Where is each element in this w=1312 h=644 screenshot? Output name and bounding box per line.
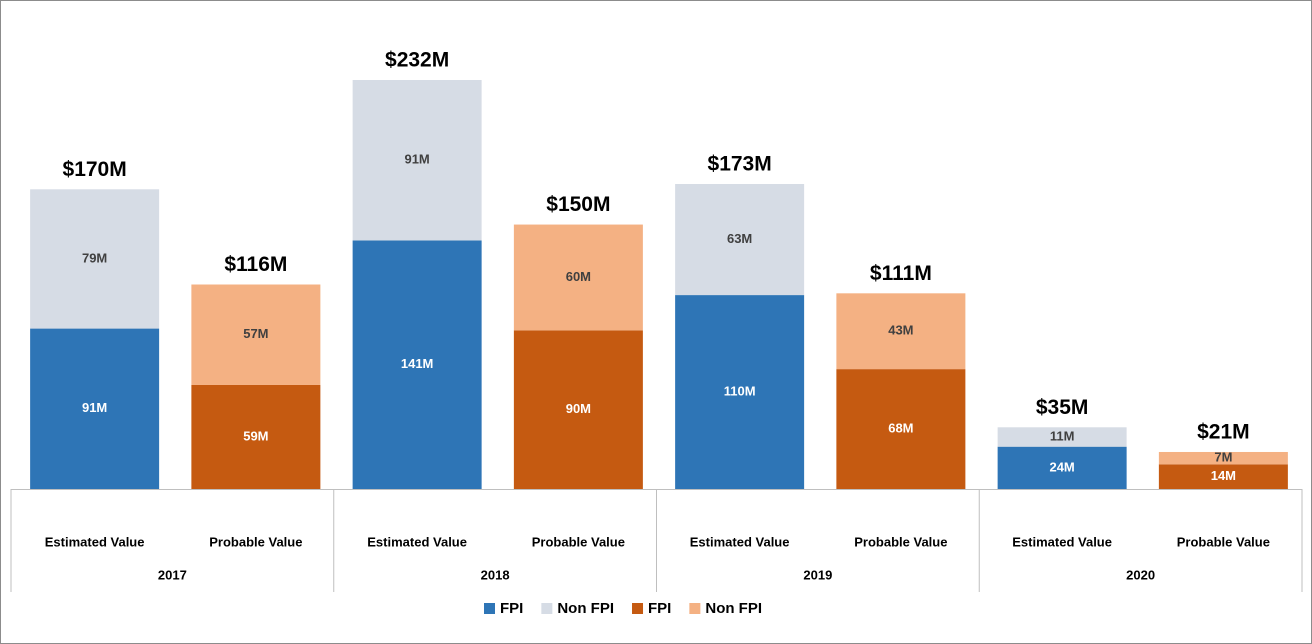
legend-label: FPI [648,600,671,617]
legend-swatch [689,603,701,614]
segment-label: 11M [1050,428,1075,443]
bar-segment [1158,464,1288,489]
bar-segment [352,80,482,241]
segment-label: 60M [566,269,591,284]
bar-segment [513,330,643,489]
segment-label: 24M [1049,459,1074,474]
category-label: Estimated Value [367,534,467,549]
segment-label: 79M [82,250,107,265]
segment-label: 90M [566,401,591,416]
total-label: $150M [546,193,610,216]
group-label: 2018 [481,567,510,582]
segment-label: 43M [888,323,913,338]
group-label: 2020 [1126,567,1155,582]
bar-segment [997,446,1127,489]
legend-swatch [632,603,644,614]
group-label: 2017 [158,567,187,582]
total-label: $232M [385,49,449,72]
segment-label: 110M [724,383,756,398]
bar-segment [30,189,160,329]
segment-label: 91M [404,152,429,167]
bar-segment [997,427,1127,447]
legend-label: Non FPI [557,600,614,617]
total-label: $21M [1197,421,1250,444]
legend-label: FPI [500,600,523,617]
segment-label: 14M [1211,468,1236,483]
category-label: Probable Value [209,534,302,549]
bar-segment [836,369,966,489]
bar-segment [675,295,805,489]
legend-label: Non FPI [705,600,762,617]
legend-swatch [541,603,553,614]
bar-segment [513,224,643,331]
bar-segment [1158,451,1288,465]
category-label: Estimated Value [690,534,790,549]
total-label: $111M [870,262,932,285]
bar-segment [675,184,805,296]
category-label: Probable Value [854,534,947,549]
group-label: 2019 [803,567,832,582]
bar-segment [836,293,966,370]
bar-segment [30,328,160,489]
category-label: Estimated Value [1012,534,1112,549]
total-label: $173M [708,153,772,176]
segment-label: 59M [243,428,268,443]
bar-segment [191,284,321,385]
category-label: Probable Value [532,534,625,549]
segment-label: 91M [82,400,107,415]
segment-label: 68M [888,420,913,435]
category-label: Estimated Value [45,534,145,549]
bar-segment [352,240,482,489]
segment-label: 63M [727,231,752,246]
segment-label: 57M [243,326,268,341]
category-label: Probable Value [1177,534,1270,549]
total-label: $35M [1036,396,1089,419]
total-label: $116M [224,253,287,276]
legend-swatch [484,603,495,614]
bar-segment [191,384,321,489]
total-label: $170M [63,158,127,181]
segment-label: 7M [1214,450,1232,465]
segment-label: 141M [401,356,434,371]
